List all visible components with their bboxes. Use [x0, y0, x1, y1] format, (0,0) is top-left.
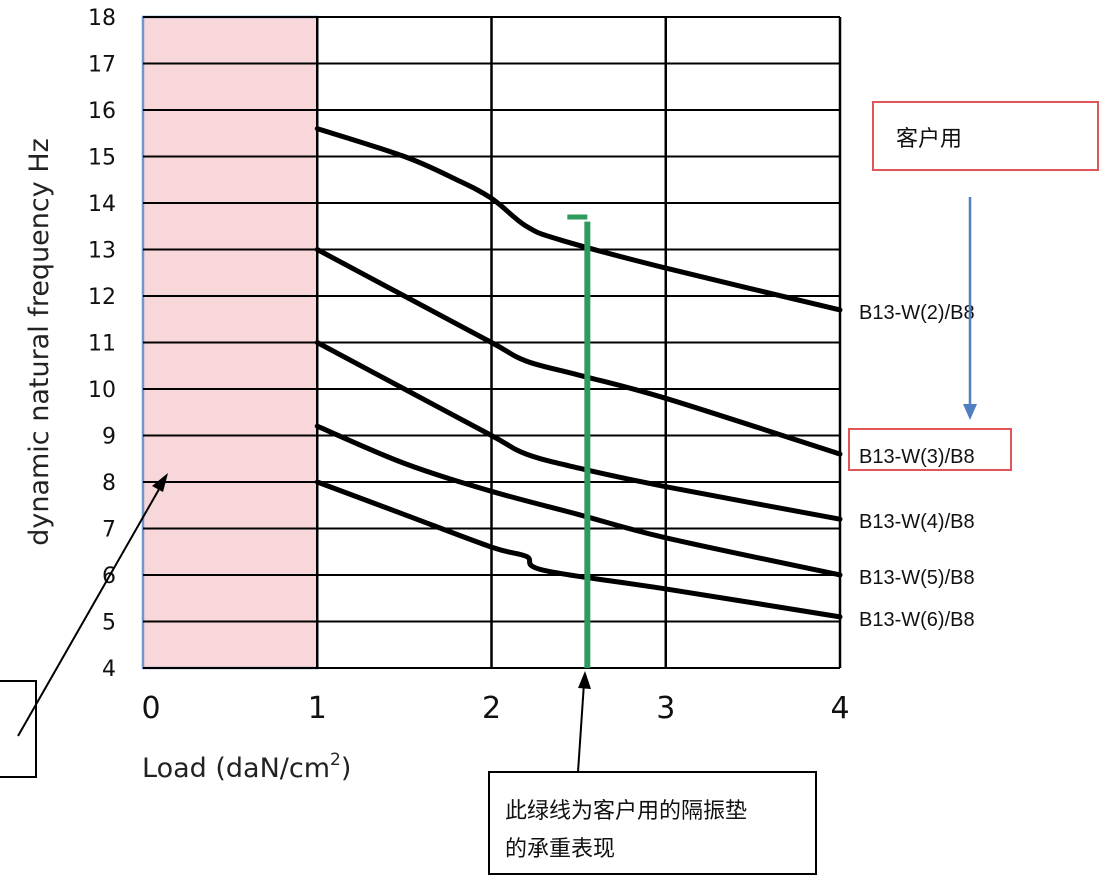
y-tick-label: 9: [102, 425, 116, 450]
grid: [143, 16, 842, 669]
blue-arrow-head: [963, 404, 977, 420]
bottom-arrow-head: [578, 671, 591, 689]
y-tick-label: 13: [88, 239, 116, 264]
series-line: [314, 340, 843, 522]
series-labels: B13-W(2)/B8 B13-W(3)/B8 B13-W(4)/B8 B13-W(5…: [859, 302, 975, 631]
x-tick-label: 2: [482, 691, 501, 726]
x-tick-label: 3: [656, 691, 675, 726]
x-tick-label: 1: [308, 691, 327, 726]
green-marker-line: [567, 214, 591, 668]
y-tick-label: 7: [102, 518, 116, 543]
y-tick-label: 17: [88, 53, 116, 78]
left-annotation: [0, 473, 168, 778]
y-tick-labels: 456789101112131415161718: [88, 6, 116, 682]
left-arrow-shaft: [17, 483, 163, 737]
y-tick-label: 8: [102, 471, 116, 496]
series-label: B13-W(4)/B8: [859, 511, 975, 533]
y-axis-title: dynamic natural frequency Hz: [24, 138, 55, 546]
customer-use-box: [872, 101, 1099, 171]
green-line-note-box: [488, 771, 817, 875]
y-tick-label: 18: [88, 6, 116, 31]
series-curves: [314, 126, 843, 620]
x-axis-title: Load (daN/cm2): [142, 750, 351, 784]
y-tick-label: 10: [88, 378, 116, 403]
y-tick-label: 12: [88, 285, 116, 310]
series-line: [314, 423, 843, 578]
y-tick-label: 11: [88, 332, 116, 357]
green-line-note-line1: 此绿线为客户用的隔振垫: [505, 799, 747, 824]
x-tick-labels: 0 1 2 3 4: [141, 691, 849, 726]
series-label: B13-W(6)/B8: [859, 609, 975, 631]
green-line-note: 此绿线为客户用的隔振垫 的承重表现: [488, 671, 817, 875]
y-tick-label: 16: [88, 99, 116, 124]
green-line-note-line2: 的承重表现: [505, 837, 615, 862]
series-line: [314, 247, 843, 457]
customer-use-label: 客户用: [896, 127, 962, 152]
series-label: B13-W(3)/B8: [859, 446, 975, 468]
left-arrow-head: [152, 473, 168, 492]
bottom-arrow-shaft: [577, 682, 585, 773]
y-tick-label: 5: [102, 611, 116, 636]
customer-use-callout: 客户用: [872, 101, 1099, 171]
blue-arrow: [963, 197, 977, 420]
series-label: B13-W(2)/B8: [859, 302, 975, 324]
highlighted-series-box: [848, 428, 1012, 471]
series-label: B13-W(5)/B8: [859, 567, 975, 589]
y-tick-label: 4: [102, 657, 116, 682]
y-tick-label: 14: [88, 192, 116, 217]
x-tick-label: 4: [830, 691, 849, 726]
y-tick-label: 15: [88, 146, 116, 171]
x-tick-label: 0: [141, 691, 160, 726]
series-line: [314, 479, 843, 620]
series-line: [314, 126, 843, 313]
left-annotation-box: [0, 680, 37, 778]
